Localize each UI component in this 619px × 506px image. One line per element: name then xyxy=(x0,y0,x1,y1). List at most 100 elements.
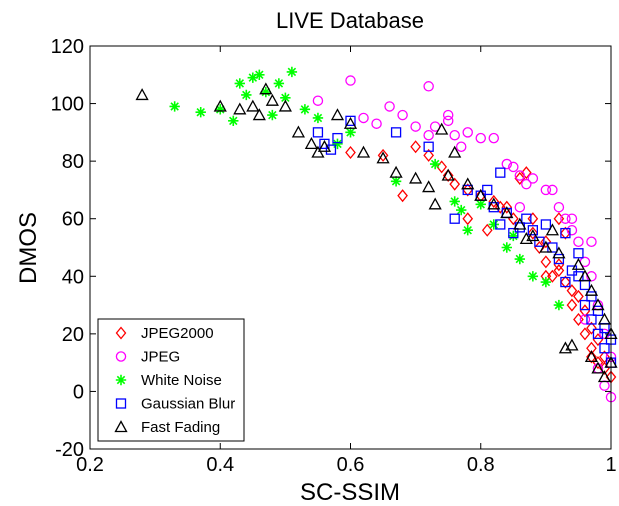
data-point xyxy=(527,225,538,236)
data-point xyxy=(527,226,539,240)
data-point xyxy=(540,219,552,230)
data-point xyxy=(495,167,506,178)
x-tick-label: 0.4 xyxy=(206,454,234,476)
data-point xyxy=(169,101,180,112)
data-point xyxy=(442,109,454,121)
data-point xyxy=(435,122,449,135)
legend-label: JPEG xyxy=(141,349,180,366)
data-point xyxy=(566,213,578,224)
legend: JPEG2000 JPEG White Noise Gaussian Blur Fast… xyxy=(97,318,245,442)
x-tick-label: 0.2 xyxy=(76,454,104,476)
data-point xyxy=(488,194,500,208)
legend-label: White Noise xyxy=(141,372,222,389)
data-point xyxy=(449,177,461,191)
data-point xyxy=(332,132,343,144)
data-point xyxy=(501,158,513,170)
data-point xyxy=(280,92,291,104)
data-point xyxy=(234,78,245,89)
y-axis-ticks: -20 0 20 40 60 80 100 120 xyxy=(51,36,611,461)
data-point xyxy=(254,69,265,80)
x-tick-label: 1 xyxy=(605,454,616,476)
data-point xyxy=(560,226,571,240)
data-point xyxy=(247,72,259,83)
data-point xyxy=(508,230,519,242)
series-gaussian-blur xyxy=(312,115,617,368)
data-point xyxy=(487,197,501,210)
data-point xyxy=(500,206,514,219)
data-point xyxy=(455,141,467,152)
data-point xyxy=(547,184,558,196)
data-point xyxy=(428,197,442,210)
data-point xyxy=(586,314,597,325)
data-point xyxy=(265,93,279,106)
chart-title: LIVE Database xyxy=(276,8,424,33)
data-point xyxy=(560,276,571,288)
data-point xyxy=(278,99,292,112)
data-point xyxy=(423,81,434,92)
data-point xyxy=(553,299,565,311)
data-point xyxy=(286,66,298,78)
data-point xyxy=(586,321,597,335)
legend-label: Fast Fading xyxy=(141,419,220,436)
data-point xyxy=(462,127,473,138)
legend-marker xyxy=(115,351,127,362)
data-point xyxy=(527,271,539,282)
x-axis-ticks: 0.2 0.4 0.6 0.8 1 xyxy=(76,46,617,476)
data-point xyxy=(508,161,519,173)
data-point xyxy=(456,204,467,216)
data-point xyxy=(384,101,395,112)
data-point xyxy=(520,166,532,180)
data-point xyxy=(573,312,584,326)
data-point xyxy=(233,102,247,115)
data-point xyxy=(397,109,408,121)
y-tick-label: 40 xyxy=(62,266,84,288)
data-point xyxy=(488,219,499,230)
data-point xyxy=(579,314,591,325)
data-point xyxy=(540,276,552,288)
legend-marker xyxy=(115,374,127,386)
y-tick-label: -20 xyxy=(55,439,84,461)
data-point xyxy=(565,338,579,351)
data-point xyxy=(566,265,578,276)
data-point xyxy=(376,151,390,164)
data-point xyxy=(597,312,612,325)
data-point xyxy=(540,255,552,269)
data-point xyxy=(448,145,462,158)
data-point xyxy=(345,115,356,126)
data-point xyxy=(586,236,597,247)
data-point xyxy=(291,125,305,138)
data-point xyxy=(461,177,475,190)
data-point xyxy=(526,229,540,242)
data-point xyxy=(441,168,455,181)
data-point xyxy=(312,95,324,106)
data-point xyxy=(423,129,434,141)
data-point xyxy=(592,305,604,316)
data-point xyxy=(591,298,605,311)
data-point xyxy=(246,99,260,112)
data-point xyxy=(332,138,343,150)
data-point xyxy=(599,343,610,354)
data-point xyxy=(213,99,227,112)
data-point xyxy=(599,328,610,340)
data-point xyxy=(462,225,473,236)
data-point xyxy=(586,291,597,302)
data-points xyxy=(135,66,618,403)
data-point xyxy=(540,235,552,249)
data-point xyxy=(584,350,599,363)
data-point xyxy=(422,180,436,193)
data-point xyxy=(519,232,533,245)
data-point xyxy=(312,112,324,124)
data-point xyxy=(521,213,532,224)
data-point xyxy=(299,104,311,115)
legend-label: Gaussian Blur xyxy=(141,396,235,413)
y-tick-label: 0 xyxy=(73,381,84,403)
data-point xyxy=(377,148,389,162)
x-tick-label: 0.6 xyxy=(337,454,365,476)
data-point xyxy=(319,138,330,150)
data-point xyxy=(330,108,345,121)
data-point xyxy=(397,189,408,203)
data-point xyxy=(312,127,324,138)
data-point xyxy=(514,201,526,213)
legend-marker xyxy=(115,398,127,409)
data-point xyxy=(514,170,526,181)
